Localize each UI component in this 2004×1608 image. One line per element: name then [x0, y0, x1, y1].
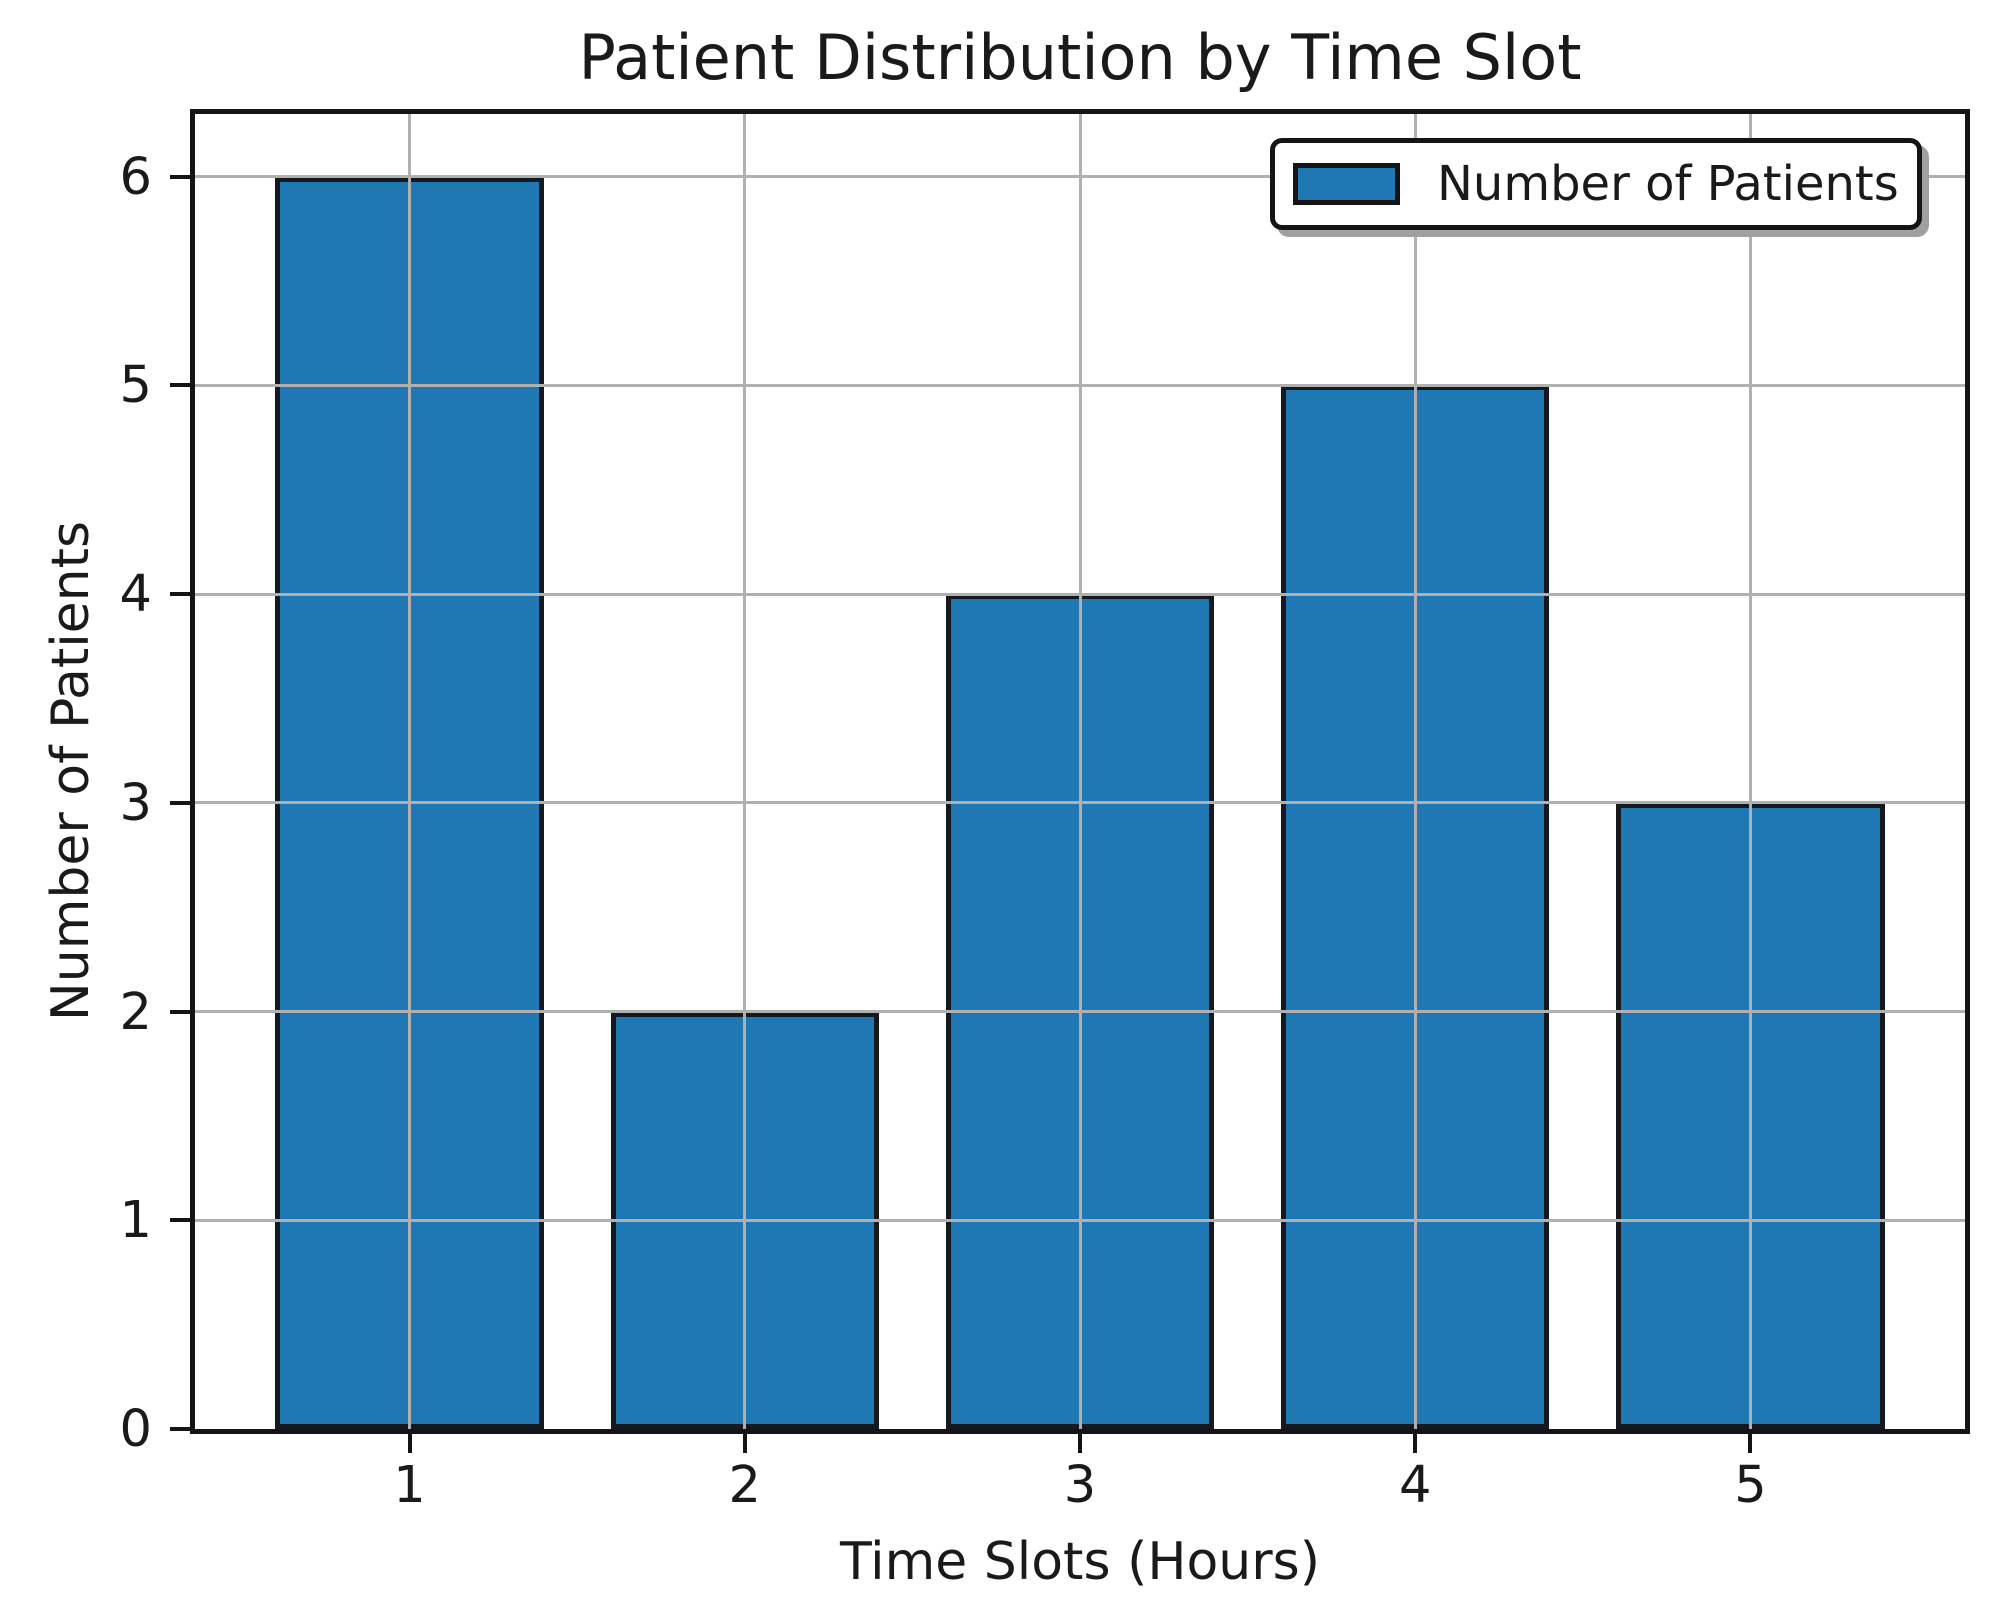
x-tick-mark-1 — [407, 1434, 412, 1453]
x-tick-mark-2 — [742, 1434, 747, 1453]
gridline-vertical-3 — [1078, 114, 1082, 1429]
x-tick-label-1: 1 — [393, 1456, 426, 1515]
y-tick-mark-5 — [170, 383, 190, 388]
x-tick-label-2: 2 — [728, 1456, 761, 1515]
gridline-vertical-5 — [1748, 114, 1752, 1429]
gridline-vertical-2 — [743, 114, 747, 1429]
chart-title: Patient Distribution by Time Slot — [578, 21, 1582, 94]
y-tick-label-3: 3 — [119, 773, 152, 833]
y-tick-label-5: 5 — [119, 356, 152, 416]
y-tick-mark-0 — [170, 1427, 190, 1431]
y-tick-mark-6 — [170, 174, 190, 179]
y-tick-label-0: 0 — [119, 1400, 152, 1459]
x-axis-label: Time Slots (Hours) — [840, 1532, 1320, 1592]
x-tick-label-3: 3 — [1063, 1456, 1097, 1515]
legend-swatch — [1293, 163, 1400, 205]
y-tick-label-6: 6 — [119, 147, 152, 207]
gridline-vertical-1 — [408, 114, 412, 1429]
gridline-vertical-4 — [1413, 114, 1417, 1429]
y-tick-label-4: 4 — [119, 565, 152, 625]
y-tick-mark-4 — [170, 592, 190, 597]
legend: Number of Patients — [1270, 138, 1922, 230]
y-tick-label-1: 1 — [119, 1191, 152, 1251]
y-tick-mark-1 — [170, 1218, 190, 1223]
x-tick-mark-5 — [1748, 1434, 1753, 1453]
y-tick-mark-2 — [170, 1009, 190, 1014]
x-tick-label-4: 4 — [1398, 1456, 1432, 1515]
legend-label: Number of Patients — [1437, 156, 1899, 212]
x-tick-mark-4 — [1413, 1434, 1418, 1453]
y-tick-mark-3 — [170, 800, 190, 805]
y-tick-label-2: 2 — [119, 982, 152, 1042]
x-tick-label-5: 5 — [1734, 1456, 1767, 1515]
x-tick-mark-3 — [1078, 1434, 1082, 1453]
